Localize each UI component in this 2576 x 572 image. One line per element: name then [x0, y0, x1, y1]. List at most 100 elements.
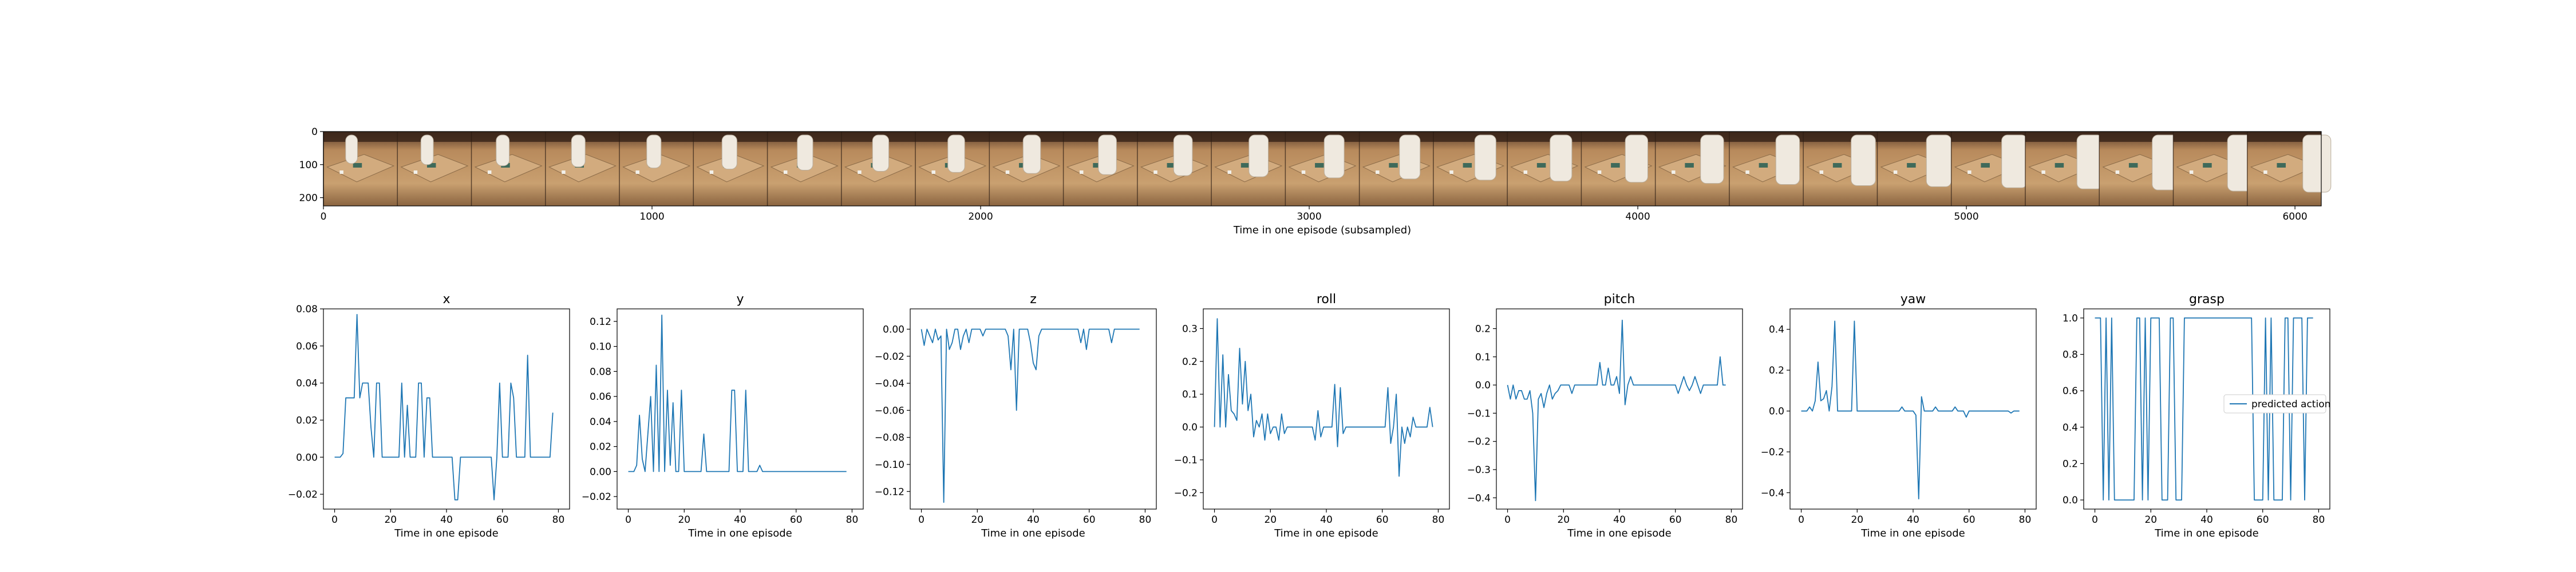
y-tick: −0.02 [288, 489, 323, 500]
y-tick-label: 0.2 [1769, 365, 1784, 376]
frame-object [1167, 163, 1176, 168]
x-tick-label: 20 [678, 514, 690, 526]
filmstrip-x-tick-label: 4000 [1625, 211, 1650, 223]
filmstrip-frame [1285, 132, 1360, 206]
x-tick: 40 [1320, 509, 1333, 526]
frame-shadow [323, 132, 398, 142]
y-tick: 0.4 [1769, 324, 1790, 336]
y-tick-label: 0.06 [296, 341, 318, 352]
subplot-title: z [1030, 292, 1037, 307]
frame-robot-arm [1775, 134, 1800, 185]
y-tick-label: 0.00 [883, 324, 904, 335]
series-line [920, 328, 1140, 503]
series-line [1801, 320, 2020, 500]
y-tick-label: 0.08 [590, 366, 611, 378]
filmstrip-x-tick: 0 [321, 206, 326, 223]
frame-object [1153, 170, 1157, 174]
frame-object [1893, 170, 1898, 174]
frame-shadow [1359, 132, 1433, 142]
y-tick: −0.4 [1761, 487, 1790, 499]
x-tick: 0 [918, 509, 924, 526]
y-tick: 0.00 [590, 466, 617, 478]
x-tick: 40 [2200, 509, 2213, 526]
frame-robot-arm [2302, 134, 2332, 193]
y-tick: −0.02 [582, 491, 617, 503]
x-tick: 0 [1211, 509, 1218, 526]
y-tick-label: −0.1 [1467, 408, 1491, 419]
x-tick: 80 [1725, 509, 1738, 526]
frame-robot-arm [1625, 134, 1648, 183]
x-tick: 80 [552, 509, 565, 526]
x-tick: 80 [1139, 509, 1151, 526]
y-tick-label: 0.0 [2063, 495, 2078, 506]
x-tick-label: 80 [1725, 514, 1738, 526]
x-tick-label: 80 [1432, 514, 1445, 526]
subplot-title: y [736, 292, 744, 307]
y-tick: 0.3 [1182, 323, 1203, 335]
x-tick-label: 60 [1083, 514, 1096, 526]
filmstrip-frames [323, 132, 2332, 206]
y-tick-label: 0.04 [590, 416, 611, 428]
frame-object [2041, 170, 2045, 174]
x-tick-label: 60 [1963, 514, 1976, 526]
x-tick-label: 0 [331, 514, 338, 526]
y-tick-label: 0.2 [1475, 324, 1491, 335]
filmstrip-frame [2025, 132, 2104, 206]
y-tick: 0.2 [1769, 365, 1790, 376]
filmstrip-frame [1211, 132, 1286, 206]
filmstrip-frame [1062, 132, 1137, 206]
frame-robot-arm [721, 134, 737, 170]
x-tick-label: 0 [918, 514, 924, 526]
filmstrip-frame [1507, 132, 1582, 206]
subplot-title: x [442, 292, 450, 307]
y-tick: 0.2 [1475, 324, 1496, 335]
y-tick-label: −0.2 [1467, 436, 1491, 448]
filmstrip-frame [693, 132, 768, 206]
frame-object [487, 170, 492, 174]
subplot-title: roll [1317, 292, 1336, 307]
subplot-y: y 0 20 40 60 80 −0.02 0.00 0.02 0.04 0.06 0.08 0.10 0… [582, 292, 864, 539]
x-tick: 20 [1851, 509, 1863, 526]
x-tick-label: 40 [440, 514, 453, 526]
x-tick-label: 20 [1851, 514, 1863, 526]
frame-object [1967, 170, 1971, 174]
frame-robot-arm [872, 134, 890, 172]
y-tick: −0.2 [1174, 487, 1203, 499]
y-tick: 0.08 [296, 304, 323, 315]
y-tick: 0.2 [1182, 356, 1203, 368]
x-tick: 80 [1432, 509, 1445, 526]
filmstrip-frame [471, 132, 546, 206]
filmstrip-frame [1950, 132, 2028, 206]
series-line [334, 313, 554, 500]
filmstrip-x-tick: 4000 [1625, 206, 1650, 223]
x-tick: 20 [384, 509, 397, 526]
filmstrip-frame [2099, 132, 2180, 206]
frame-object [1463, 163, 1472, 168]
frame-object [426, 163, 436, 168]
y-tick-label: −0.12 [875, 486, 904, 498]
filmstrip-x-tick: 2000 [968, 206, 993, 223]
frame-robot-arm [571, 134, 586, 168]
frame-robot-arm [646, 134, 662, 169]
filmstrip-y-tick: 100 [299, 160, 323, 171]
x-tick: 20 [2144, 509, 2157, 526]
y-tick: −0.10 [875, 459, 910, 471]
filmstrip-frame [1358, 132, 1433, 206]
y-tick: −0.4 [1467, 492, 1496, 504]
y-tick: −0.08 [875, 432, 910, 444]
y-tick: 0.1 [1182, 389, 1203, 400]
x-tick-label: 80 [552, 514, 565, 526]
filmstrip-frame [397, 132, 472, 206]
frame-shadow [1211, 132, 1286, 142]
x-tick-label: 60 [496, 514, 509, 526]
filmstrip-frame [841, 132, 916, 206]
frame-object [2189, 170, 2194, 174]
frame-object [1597, 170, 1602, 174]
x-axis-label: Time in one episode [394, 527, 499, 539]
x-tick-label: 0 [1504, 514, 1511, 526]
y-tick-label: 0.6 [2063, 386, 2078, 397]
subplot-panels: x0 20 40 60 80−0.020.000.020.040.060.08Time … [288, 292, 2330, 539]
subplot-title: yaw [1901, 292, 1926, 307]
axes-frame [1789, 308, 2037, 510]
